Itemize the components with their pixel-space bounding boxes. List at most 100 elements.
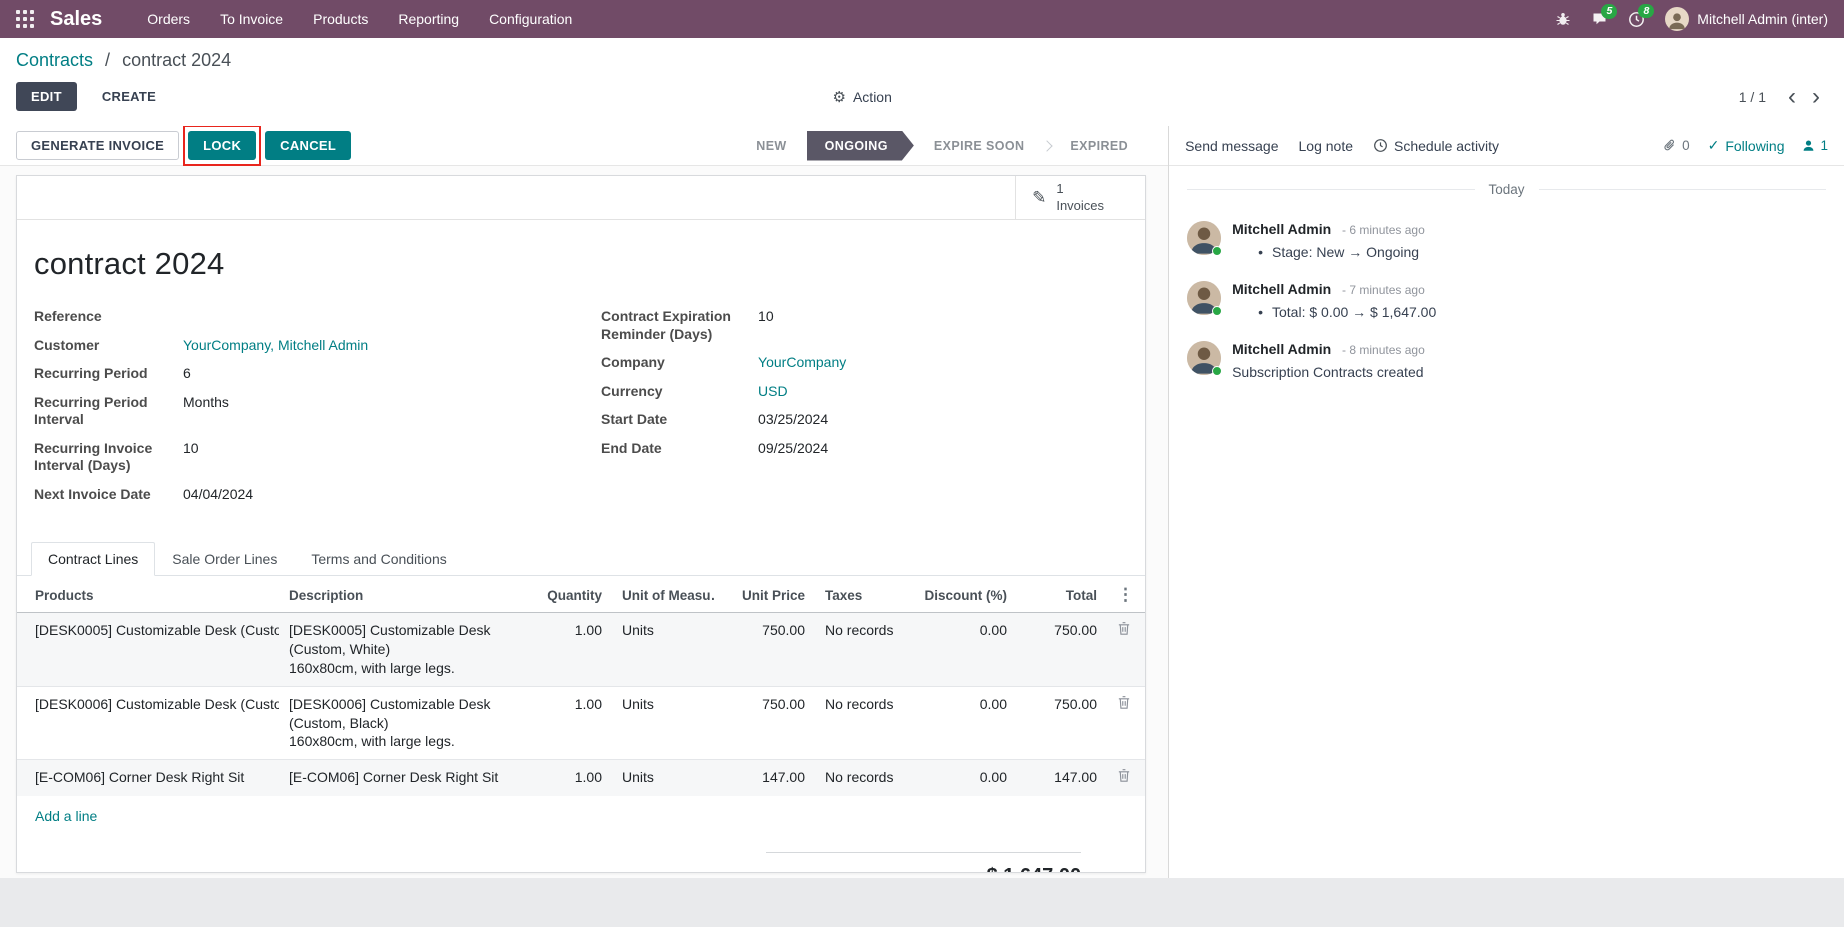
action-menu[interactable]: ⚙ Action	[833, 88, 892, 106]
tab-contract-lines[interactable]: Contract Lines	[31, 542, 156, 576]
cell-uom: Units	[622, 769, 654, 786]
table-row[interactable]: [DESK0006] Customizable Desk (Custom, … …	[17, 686, 1146, 760]
cell-discount: 0.00	[979, 769, 1007, 786]
delete-row-icon[interactable]	[1117, 695, 1131, 715]
cancel-button[interactable]: CANCEL	[265, 131, 352, 160]
col-header-taxes: Taxes	[815, 576, 907, 613]
cell-taxes: No records	[825, 769, 894, 786]
top-navbar: Sales Orders To Invoice Products Reporti…	[0, 0, 1844, 38]
pager-next-button[interactable]: ›	[1804, 84, 1828, 109]
lock-button[interactable]: LOCK	[188, 131, 257, 160]
field-customer-value[interactable]: YourCompany, Mitchell Admin	[183, 336, 369, 353]
invoices-label: Invoices	[1056, 197, 1105, 213]
col-header-quantity: Quantity	[537, 576, 612, 613]
stage-ongoing[interactable]: ONGOING	[807, 131, 914, 161]
stage-new[interactable]: NEW	[756, 138, 787, 153]
user-menu[interactable]: Mitchell Admin (inter)	[1665, 7, 1828, 31]
field-currency-value[interactable]: USD	[758, 382, 788, 399]
cell-uom: Units	[622, 695, 654, 712]
activities-icon[interactable]: 8	[1628, 3, 1655, 28]
stage-expire-soon[interactable]: EXPIRE SOON	[933, 138, 1025, 153]
message-text: Subscription Contracts created	[1232, 364, 1424, 381]
field-company-label: Company	[601, 354, 665, 370]
add-line-link[interactable]: Add a line	[35, 808, 98, 825]
field-next-invoice-date-value: 04/04/2024	[183, 485, 254, 502]
menu-reporting[interactable]: Reporting	[398, 11, 460, 27]
menu-orders[interactable]: Orders	[147, 11, 191, 27]
online-status-dot	[1212, 366, 1223, 377]
lock-button-wrapper: LOCK	[183, 126, 262, 166]
field-contract-expiration-reminder-label: Contract Expiration Reminder (Days)	[601, 308, 731, 342]
main-menu: Orders To Invoice Products Reporting Con…	[132, 0, 587, 38]
table-row[interactable]: [E-COM06] Corner Desk Right Sit [E-COM06…	[17, 759, 1146, 797]
field-currency: Currency USD	[601, 383, 1128, 401]
cell-taxes: No records	[825, 622, 894, 638]
control-panel: Contracts / contract 2024 EDIT CREATE ⚙ …	[0, 38, 1844, 126]
edit-button[interactable]: EDIT	[16, 82, 77, 111]
following-button[interactable]: ✓ Following	[1708, 137, 1785, 154]
message-text: • Stage: New → Ongoing	[1258, 244, 1420, 260]
field-recurring-invoice-interval: Recurring Invoice Interval (Days) 10	[34, 440, 561, 475]
totals-section: Total $ 1,647.00	[17, 852, 1082, 872]
cell-product: [DESK0005] Customizable Desk (Custom, …	[35, 622, 279, 638]
totals-box: Total $ 1,647.00	[766, 852, 1082, 872]
generate-invoice-button[interactable]: GENERATE INVOICE	[16, 131, 180, 160]
record-title: contract 2024	[34, 246, 225, 281]
message-author[interactable]: Mitchell Admin	[1232, 341, 1332, 358]
tab-sale-order-lines[interactable]: Sale Order Lines	[172, 551, 278, 567]
menu-products[interactable]: Products	[313, 11, 369, 27]
control-panel-buttons: EDIT CREATE ⚙ Action 1 / 1 ‹ ›	[16, 81, 1828, 112]
cell-uom: Units	[622, 622, 654, 638]
chatter-followers-area: 0 ✓ Following 1	[1662, 137, 1828, 154]
navbar-systray: 5 8 Mitchell Admin (inter)	[1555, 3, 1828, 31]
create-button[interactable]: CREATE	[87, 82, 171, 111]
field-end-date: End Date 09/25/2024	[601, 440, 1128, 458]
send-message-button[interactable]: Send message	[1185, 137, 1279, 154]
field-contract-expiration-reminder: Contract Expiration Reminder (Days) 10	[601, 308, 1128, 343]
log-note-button[interactable]: Log note	[1298, 137, 1354, 154]
statusbar-buttons: GENERATE INVOICE LOCK CANCEL	[16, 126, 352, 166]
delete-row-icon[interactable]	[1117, 768, 1131, 788]
check-icon: ✓	[1707, 137, 1720, 153]
field-company-value[interactable]: YourCompany	[758, 354, 847, 370]
field-group-left: Reference Customer YourCompany, Mitchell…	[34, 308, 561, 514]
form-statusbar: GENERATE INVOICE LOCK CANCEL NEW ONGOING…	[0, 126, 1169, 166]
cell-unit-price: 750.00	[762, 695, 805, 712]
stage-expired[interactable]: EXPIRED	[1070, 138, 1129, 153]
invoices-stat-button[interactable]: ✎ 1 Invoices	[1015, 176, 1145, 219]
col-header-description: Description	[279, 576, 537, 613]
delete-row-icon[interactable]	[1117, 621, 1131, 641]
table-row[interactable]: [DESK0005] Customizable Desk (Custom, … …	[17, 612, 1146, 687]
followers-button[interactable]: 1	[1802, 138, 1828, 153]
field-end-date-value: 09/25/2024	[758, 439, 829, 456]
breadcrumb-contracts-link[interactable]: Contracts	[16, 50, 94, 70]
message-body: Mitchell Admin - 8 minutes ago Subscript…	[1232, 341, 1826, 381]
column-options-icon[interactable]: ⋮	[1117, 585, 1134, 604]
pager-value[interactable]: 1 / 1	[1738, 88, 1766, 105]
button-box: ✎ 1 Invoices	[17, 176, 1146, 220]
field-customer: Customer YourCompany, Mitchell Admin	[34, 337, 561, 355]
debug-icon[interactable]	[1555, 11, 1571, 27]
field-recurring-period-value: 6	[183, 365, 191, 381]
invoices-count: 1	[1056, 180, 1064, 196]
pager-previous-button[interactable]: ‹	[1780, 84, 1804, 109]
schedule-activity-button[interactable]: Schedule activity	[1373, 138, 1499, 154]
message-text: • Total: $ 0.00 → $ 1,647.00	[1258, 304, 1437, 321]
person-icon	[1802, 139, 1815, 152]
col-header-products: Products	[17, 576, 279, 613]
followers-count: 1	[1820, 138, 1828, 153]
app-name[interactable]: Sales	[50, 7, 103, 30]
attachments-button[interactable]: 0	[1662, 138, 1690, 153]
messages-icon[interactable]: 5	[1591, 4, 1618, 27]
tab-terms-and-conditions[interactable]: Terms and Conditions	[311, 551, 447, 567]
message-author[interactable]: Mitchell Admin	[1232, 281, 1332, 298]
chatter-message: Mitchell Admin - 7 minutes ago • Total: …	[1187, 281, 1826, 321]
field-start-date-value: 03/25/2024	[758, 411, 829, 427]
message-author[interactable]: Mitchell Admin	[1232, 221, 1332, 237]
field-reference-label: Reference	[34, 308, 102, 324]
online-status-dot	[1212, 306, 1223, 317]
menu-configuration[interactable]: Configuration	[489, 11, 573, 27]
menu-to-invoice[interactable]: To Invoice	[220, 11, 284, 27]
apps-menu-icon[interactable]	[16, 10, 34, 28]
message-header: Mitchell Admin - 7 minutes ago	[1232, 281, 1826, 297]
